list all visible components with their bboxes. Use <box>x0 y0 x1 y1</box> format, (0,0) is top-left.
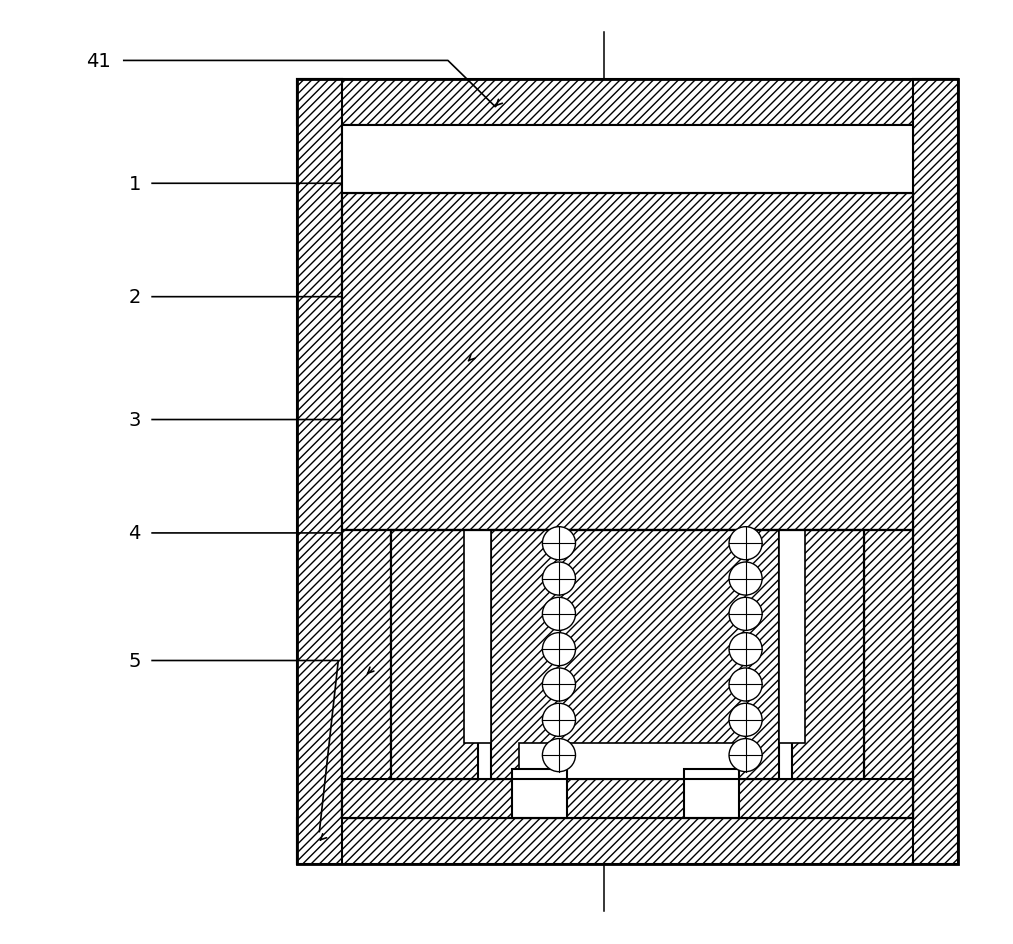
Circle shape <box>542 668 575 701</box>
Bar <box>342 194 913 531</box>
Bar <box>519 743 736 779</box>
Bar <box>342 194 913 531</box>
Text: 5: 5 <box>129 651 141 670</box>
Circle shape <box>729 563 762 596</box>
Circle shape <box>542 527 575 560</box>
Circle shape <box>542 598 575 631</box>
Text: 1: 1 <box>129 175 141 194</box>
Bar <box>297 80 958 126</box>
Circle shape <box>729 598 762 631</box>
Bar <box>491 531 779 779</box>
Bar <box>391 531 478 779</box>
Bar <box>512 769 566 818</box>
Circle shape <box>729 633 762 666</box>
Bar <box>297 80 342 864</box>
Circle shape <box>542 703 575 736</box>
Circle shape <box>542 563 575 596</box>
Bar <box>464 531 491 743</box>
Bar <box>342 531 391 818</box>
Circle shape <box>542 739 575 772</box>
Bar <box>391 531 864 779</box>
Text: 4: 4 <box>129 524 141 543</box>
Bar <box>792 531 864 779</box>
Bar <box>684 769 738 818</box>
Circle shape <box>729 668 762 701</box>
Bar <box>297 80 958 864</box>
Bar <box>342 531 913 818</box>
Circle shape <box>729 703 762 736</box>
Circle shape <box>729 527 762 560</box>
Circle shape <box>729 739 762 772</box>
Bar <box>779 531 805 743</box>
Bar <box>342 126 913 194</box>
Bar <box>391 531 864 779</box>
Bar <box>297 818 958 864</box>
Text: 41: 41 <box>86 52 110 71</box>
Bar <box>913 80 958 864</box>
Circle shape <box>542 633 575 666</box>
Text: 3: 3 <box>129 411 141 430</box>
Bar <box>342 779 913 818</box>
Text: 2: 2 <box>129 288 141 307</box>
Bar <box>864 531 913 818</box>
